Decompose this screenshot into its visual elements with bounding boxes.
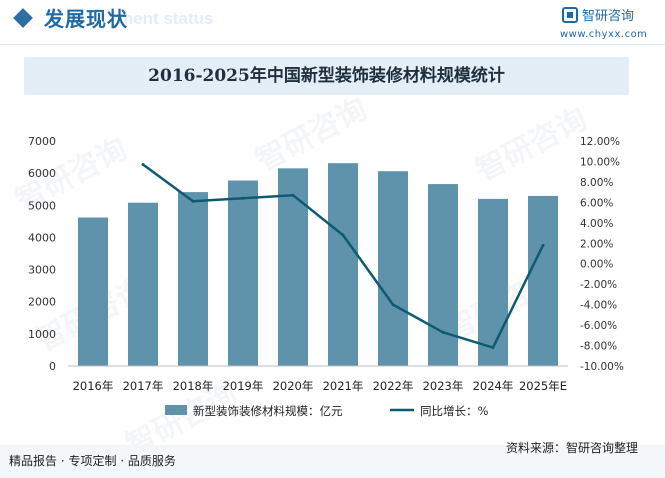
brand-name: 智研咨询 [582, 9, 635, 24]
y-left-tick-label: 1000 [28, 328, 56, 341]
y-right-tick-label: -6.00% [580, 320, 617, 332]
header-divider [0, 44, 665, 45]
section-title: 发展现状 [44, 7, 128, 31]
x-tick-label: 2017年 [123, 379, 164, 393]
growth-point [491, 346, 495, 350]
header-subtitle-watermark: ment status [118, 9, 214, 28]
bar [528, 195, 558, 366]
growth-point [391, 303, 395, 307]
footer-source: 资料来源：智研咨询整理 [506, 441, 639, 455]
x-tick-label: 2020年 [273, 379, 314, 393]
legend-bar-label: 新型装饰装修材料规模：亿元 [193, 404, 343, 418]
bar [278, 168, 308, 366]
legend-bar-swatch [165, 405, 187, 415]
bar [428, 184, 458, 366]
y-right-tick-label: 8.00% [580, 177, 613, 189]
x-tick-label: 2023年 [423, 379, 464, 393]
y-left-tick-label: 2000 [28, 296, 56, 309]
y-left-tick-label: 6000 [28, 167, 56, 180]
y-right-tick-label: 2.00% [580, 238, 613, 250]
bar [228, 180, 258, 366]
y-right-tick-label: 6.00% [580, 197, 613, 209]
y-right-tick-label: 4.00% [580, 218, 613, 230]
y-right-tick-label: -10.00% [580, 361, 624, 373]
y-right-tick-label: -8.00% [580, 341, 617, 353]
x-tick-label: 2018年 [173, 379, 214, 393]
y-right-tick-label: 0.00% [580, 259, 613, 271]
x-tick-label: 2025年E [519, 379, 567, 393]
x-tick-label: 2016年 [73, 379, 114, 393]
bar [378, 171, 408, 366]
chart-title-bar: 2016-2025年中国新型装饰装修材料规模统计 [24, 57, 629, 95]
legend-line-label: 同比增长：% [420, 404, 488, 418]
y-left-tick-label: 0 [49, 360, 56, 373]
y-right-tick-label: -4.00% [580, 300, 617, 312]
chart-title: 2016-2025年中国新型装饰装修材料规模统计 [148, 66, 505, 86]
x-tick-label: 2024年 [473, 379, 514, 393]
growth-point [191, 199, 195, 203]
bar [328, 163, 358, 366]
bar [178, 192, 208, 366]
growth-point [341, 233, 345, 237]
brand-logo-icon [562, 7, 578, 23]
growth-point [291, 193, 295, 197]
y-left-tick-label: 3000 [28, 264, 56, 277]
x-tick-label: 2021年 [323, 379, 364, 393]
x-tick-label: 2019年 [223, 379, 264, 393]
y-right-tick-label: -2.00% [580, 279, 617, 291]
growth-point [141, 163, 145, 167]
growth-point [541, 243, 545, 247]
brand-url[interactable]: www.chyxx.com [560, 29, 648, 40]
y-right-tick-label: 10.00% [580, 156, 620, 168]
growth-point [241, 196, 245, 200]
bar [478, 198, 508, 366]
bar [78, 217, 108, 366]
bar [128, 202, 158, 366]
combo-chart: 0 1000 2000 3000 4000 5000 6000 7000 -10.00% -8.0… [28, 135, 624, 418]
y-left-tick-label: 7000 [28, 135, 56, 148]
y-left-tick-label: 5000 [28, 199, 56, 212]
growth-point [441, 330, 445, 334]
y-left-tick-label: 4000 [28, 231, 56, 244]
footer-bar [0, 445, 665, 478]
x-tick-label: 2022年 [373, 379, 414, 393]
footer-slogan: 精品报告 · 专项定制 · 品质服务 [9, 454, 176, 468]
y-right-tick-label: 12.00% [580, 136, 620, 148]
